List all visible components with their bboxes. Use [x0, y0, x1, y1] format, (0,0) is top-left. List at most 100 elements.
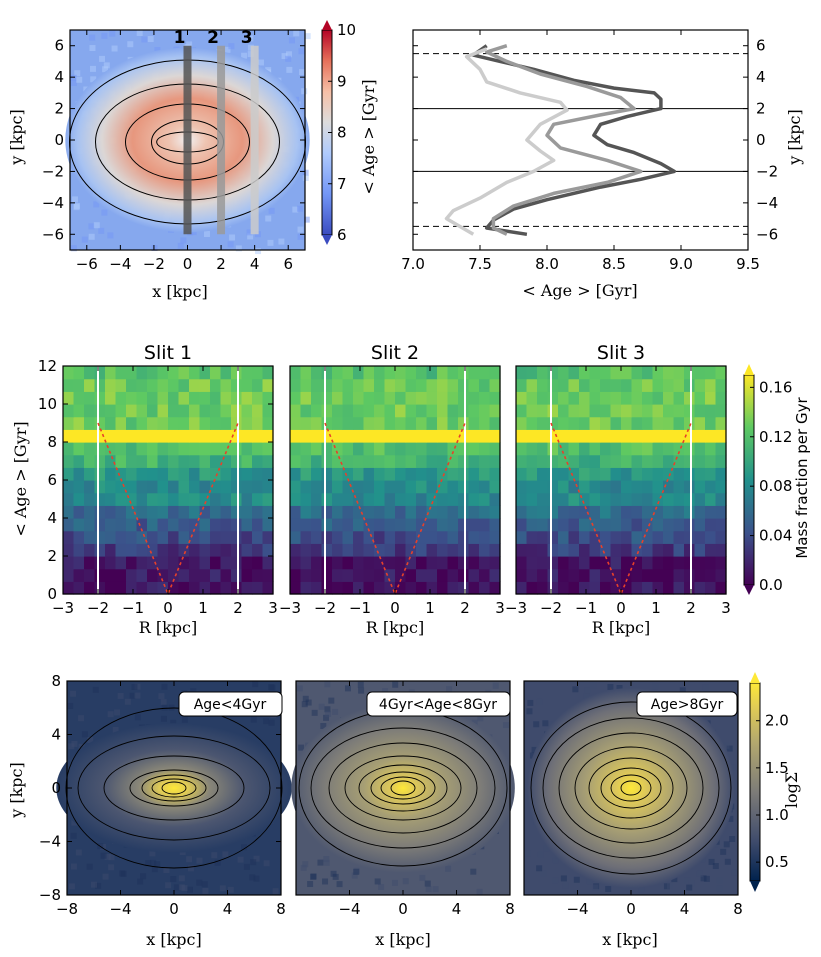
hist-cell	[231, 378, 243, 392]
age-map-pixel	[229, 234, 236, 241]
slit-3-xtick-label: 3	[721, 599, 731, 617]
hist-cell	[579, 467, 591, 481]
hist-cell	[568, 442, 580, 456]
hist-cell	[631, 416, 643, 430]
dens-pixel	[586, 878, 593, 885]
hist-cell	[189, 454, 201, 468]
hist-cell	[252, 568, 264, 582]
hist-cell	[568, 366, 580, 380]
hist-cell	[715, 366, 727, 380]
dens-pixel	[296, 685, 303, 692]
hist-cell	[458, 391, 470, 405]
hist-cell	[468, 530, 480, 544]
dens-pixel	[227, 886, 234, 893]
hist-cell	[178, 391, 190, 405]
dens-pixel	[526, 708, 533, 715]
hist-cell	[579, 505, 591, 519]
age-map-pixel	[109, 30, 116, 37]
hist-cell	[189, 518, 201, 532]
hist-cell	[568, 505, 580, 519]
slit-cb-max-arrow	[744, 364, 754, 375]
dens-pixel	[190, 688, 197, 695]
hist-cell	[178, 480, 190, 494]
age-map-pixel	[235, 245, 242, 252]
hist-cell	[332, 505, 344, 519]
hist-cell	[168, 467, 180, 481]
dens-colorbar	[749, 682, 761, 882]
hist-cell	[426, 568, 438, 582]
hist-cell	[63, 480, 75, 494]
hist-cell	[290, 416, 302, 430]
hist-cell	[252, 442, 264, 456]
hist-cell	[262, 391, 274, 405]
dens-pixel	[536, 865, 543, 872]
dens-pixel	[196, 879, 203, 886]
age-map-pixel	[88, 233, 95, 240]
hist-cell	[84, 581, 96, 595]
slit-1-xtick-label: −3	[52, 599, 74, 617]
hist-cell	[252, 518, 264, 532]
hist-cell	[579, 442, 591, 456]
hist-cell	[447, 454, 459, 468]
hist-cell	[600, 568, 612, 582]
dens-pixel	[702, 684, 709, 691]
hist-cell	[705, 429, 717, 443]
hist-cell	[363, 454, 375, 468]
hist-cell	[437, 505, 449, 519]
hist-cell	[290, 404, 302, 418]
hist-cell	[231, 366, 243, 380]
hist-cell	[547, 568, 559, 582]
dens-pixel	[134, 683, 141, 690]
hist-cell	[63, 518, 75, 532]
hist-cell	[621, 581, 633, 595]
hist-cell	[342, 467, 354, 481]
dens-1-map	[56, 681, 292, 895]
hist-cell	[663, 480, 675, 494]
hist-cell	[395, 416, 407, 430]
hist-cell	[447, 518, 459, 532]
dens-pixel	[652, 683, 659, 690]
hist-cell	[332, 416, 344, 430]
hist-cell	[384, 454, 396, 468]
hist-cell	[621, 416, 633, 430]
hist-cell	[199, 442, 211, 456]
hist-cell	[694, 543, 706, 557]
hist-cell	[579, 492, 591, 506]
hist-cell	[621, 543, 633, 557]
hist-cell	[136, 429, 148, 443]
hist-cell	[610, 530, 622, 544]
hist-cell	[479, 518, 491, 532]
hist-cell	[558, 556, 570, 570]
hist-cell	[332, 391, 344, 405]
dens-pixel	[552, 857, 559, 864]
age-map-pixel	[278, 238, 285, 245]
hist-cell	[189, 442, 201, 456]
hist-cell	[384, 429, 396, 443]
dens-pixel	[419, 874, 426, 881]
hist-cell	[147, 492, 159, 506]
hist-cell	[426, 581, 438, 595]
hist-cell	[610, 581, 622, 595]
hist-cell	[673, 416, 685, 430]
dens-pixel	[638, 886, 645, 893]
hist-cell	[384, 556, 396, 570]
hist-cell	[568, 568, 580, 582]
hist-cell	[694, 391, 706, 405]
hist-cell	[262, 505, 274, 519]
hist-cell	[395, 467, 407, 481]
hist-cell	[631, 442, 643, 456]
age-map-ytick-label: 6	[54, 37, 64, 55]
hist-cell	[178, 505, 190, 519]
hist-cell	[416, 378, 428, 392]
hist-cell	[426, 366, 438, 380]
hist-cell	[136, 556, 148, 570]
hist-cell	[353, 454, 365, 468]
hist-cell	[241, 530, 253, 544]
hist-cell	[178, 416, 190, 430]
hist-cell	[673, 366, 685, 380]
age-map-pixel	[227, 241, 234, 248]
hist-cell	[168, 404, 180, 418]
age-map-pixel	[70, 245, 77, 252]
slit-3-xtick-label: 0	[616, 599, 626, 617]
dens-pixel	[91, 881, 98, 888]
